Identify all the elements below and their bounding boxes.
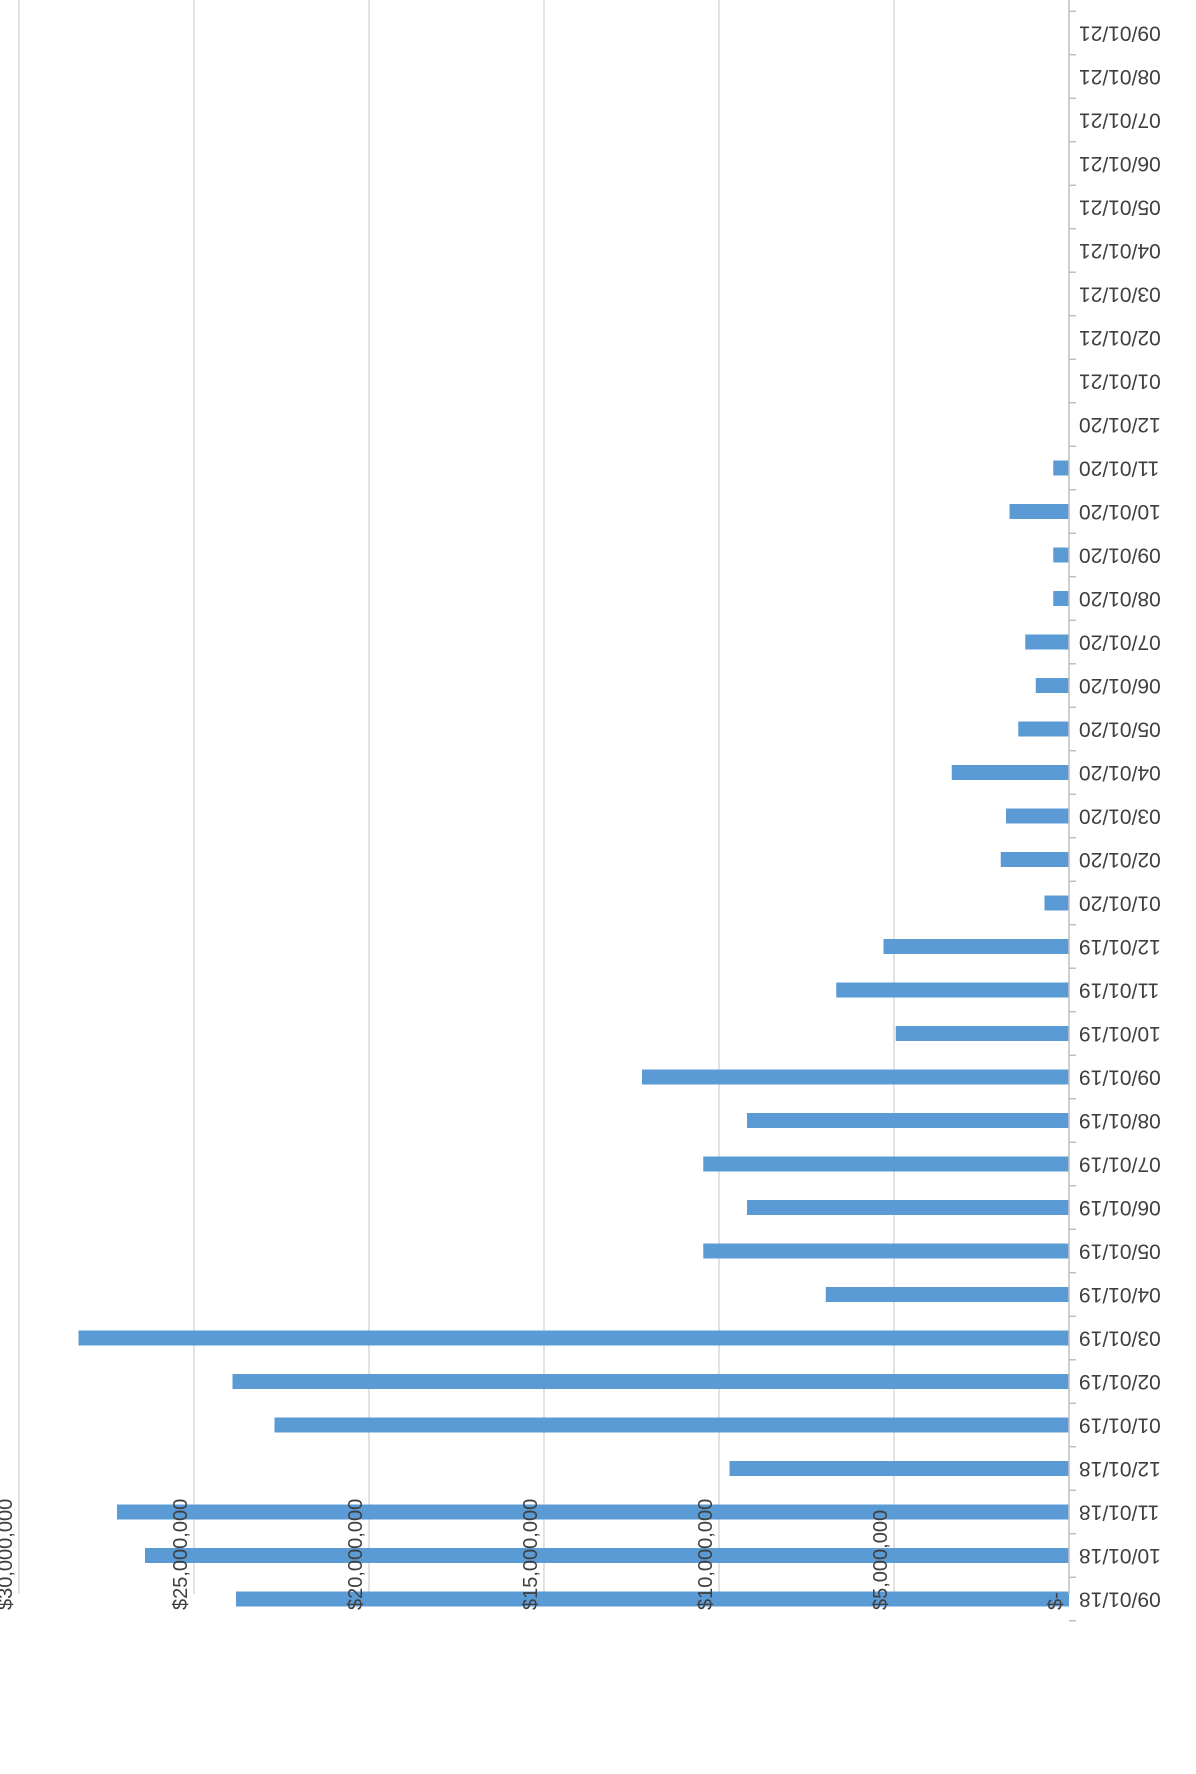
category-labels: 09/01/18 10/01/18 11/01/18 12/01/18 01/01/19… [1079,22,1161,1611]
category-tick-label: 06/01/19 [1079,1196,1161,1219]
bar [703,1243,1069,1259]
category-tick-label: 02/01/21 [1079,326,1161,349]
category-tick-label: 10/01/19 [1079,1022,1161,1045]
bar [78,1330,1069,1346]
bar [747,1200,1069,1215]
bar [642,1069,1069,1085]
bar [1000,852,1069,867]
category-tick-label: 01/01/21 [1079,370,1161,393]
bars [78,460,1069,1607]
category-tick-label: 04/01/21 [1079,239,1161,262]
value-axis-labels: $- $5,000,000 $10,000,000 $15,000,000 $20,00… [0,1499,1067,1610]
value-tick-label: $15,000,000 [520,1499,542,1610]
bar [1006,808,1069,824]
category-tick-label: 09/01/18 [1079,1588,1161,1611]
bar [1053,460,1069,476]
category-tick-label: 12/01/20 [1079,413,1161,436]
category-tick-label: 09/01/20 [1079,544,1161,567]
bar [274,1417,1069,1433]
category-tick-label: 04/01/20 [1079,761,1161,784]
bar [825,1287,1069,1302]
category-tick-label: 11/01/20 [1079,457,1159,480]
bar [895,1026,1069,1041]
category-tick-label: 08/01/21 [1079,65,1161,88]
category-tick-label: 05/01/19 [1079,1240,1161,1263]
category-tick-label: 10/01/20 [1079,500,1161,523]
bar [145,1548,1069,1563]
category-tick-label: 03/01/21 [1079,283,1161,306]
bar [1053,547,1069,563]
category-tick-label: 07/01/20 [1079,631,1161,654]
category-tick-label: 01/01/20 [1079,892,1161,915]
bar [729,1461,1069,1476]
value-tick-label: $- [1045,1592,1067,1610]
bar [117,1504,1069,1520]
category-tick-label: 05/01/20 [1079,718,1161,741]
value-tick-label: $20,000,000 [345,1499,367,1610]
bar [1035,678,1069,693]
bar [1018,721,1069,737]
category-tick-label: 06/01/21 [1079,152,1161,175]
category-tick-label: 11/01/18 [1079,1501,1159,1524]
value-tick-label: $10,000,000 [695,1499,717,1610]
value-tick-label: $5,000,000 [870,1510,892,1610]
bar [747,1113,1069,1128]
category-tick-label: 02/01/20 [1079,848,1161,871]
category-tick-label: 09/01/19 [1079,1066,1161,1089]
category-tick-label: 04/01/19 [1079,1283,1161,1306]
category-tick-label: 10/01/18 [1079,1544,1161,1567]
bar [1053,591,1069,606]
bar [883,939,1069,954]
bar [703,1156,1069,1172]
category-tick-label: 12/01/18 [1079,1457,1161,1480]
category-tick-label: 12/01/19 [1079,935,1161,958]
bar [232,1374,1069,1389]
category-axis [1068,0,1076,1622]
bar [951,765,1069,780]
category-tick-label: 08/01/20 [1079,587,1161,610]
category-tick-label: 11/01/19 [1079,979,1159,1002]
bar [836,982,1069,998]
category-tick-label: 03/01/19 [1079,1327,1161,1350]
category-tick-label: 02/01/19 [1079,1370,1161,1393]
category-tick-label: 07/01/21 [1079,109,1161,132]
value-tick-label: $25,000,000 [170,1499,192,1610]
category-tick-label: 05/01/21 [1079,196,1161,219]
category-tick-label: 01/01/19 [1079,1414,1161,1437]
category-tick-label: 09/01/21 [1079,22,1161,45]
bar [236,1591,1069,1607]
gridlines [18,0,895,1594]
bar [1009,504,1069,519]
bar [1044,895,1069,911]
category-tick-label: 08/01/19 [1079,1109,1161,1132]
category-tick-label: 03/01/20 [1079,805,1161,828]
bar [1025,634,1069,650]
category-tick-label: 07/01/19 [1079,1153,1161,1176]
value-tick-label: $30,000,000 [0,1499,17,1610]
category-tick-label: 06/01/20 [1079,674,1161,697]
